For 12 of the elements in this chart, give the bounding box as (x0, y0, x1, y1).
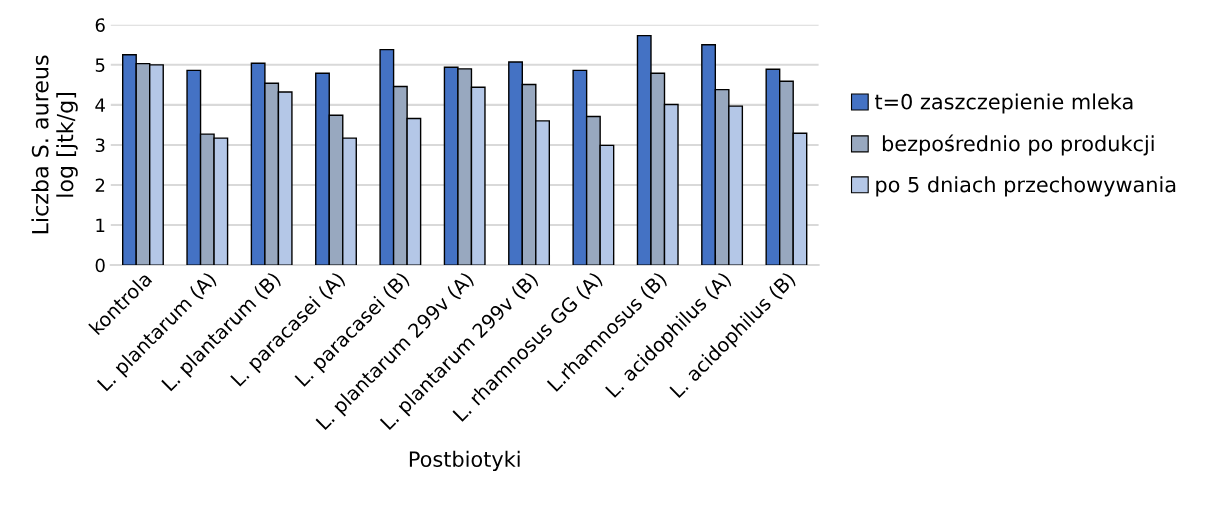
y-tick-label: 4 (95, 98, 105, 112)
y-axis-title: Liczba S. aureus log [jtk/g] (31, 55, 78, 234)
x-axis-title: Postbiotyki (409, 450, 520, 472)
legend-label: t=0 zaszczepienie mleka (875, 93, 1133, 114)
y-tick-label: 0 (95, 258, 105, 273)
legend-label: po 5 dniach przechowywania (876, 176, 1176, 197)
y-tick-label: 3 (95, 138, 105, 153)
y-tick-label: 2 (95, 178, 105, 192)
y-tick-label: 6 (95, 18, 105, 32)
y-tick-label: 1 (96, 218, 105, 232)
legend-label: bezpośrednio po produkcji (882, 134, 1154, 156)
y-tick-label: 5 (95, 58, 105, 72)
